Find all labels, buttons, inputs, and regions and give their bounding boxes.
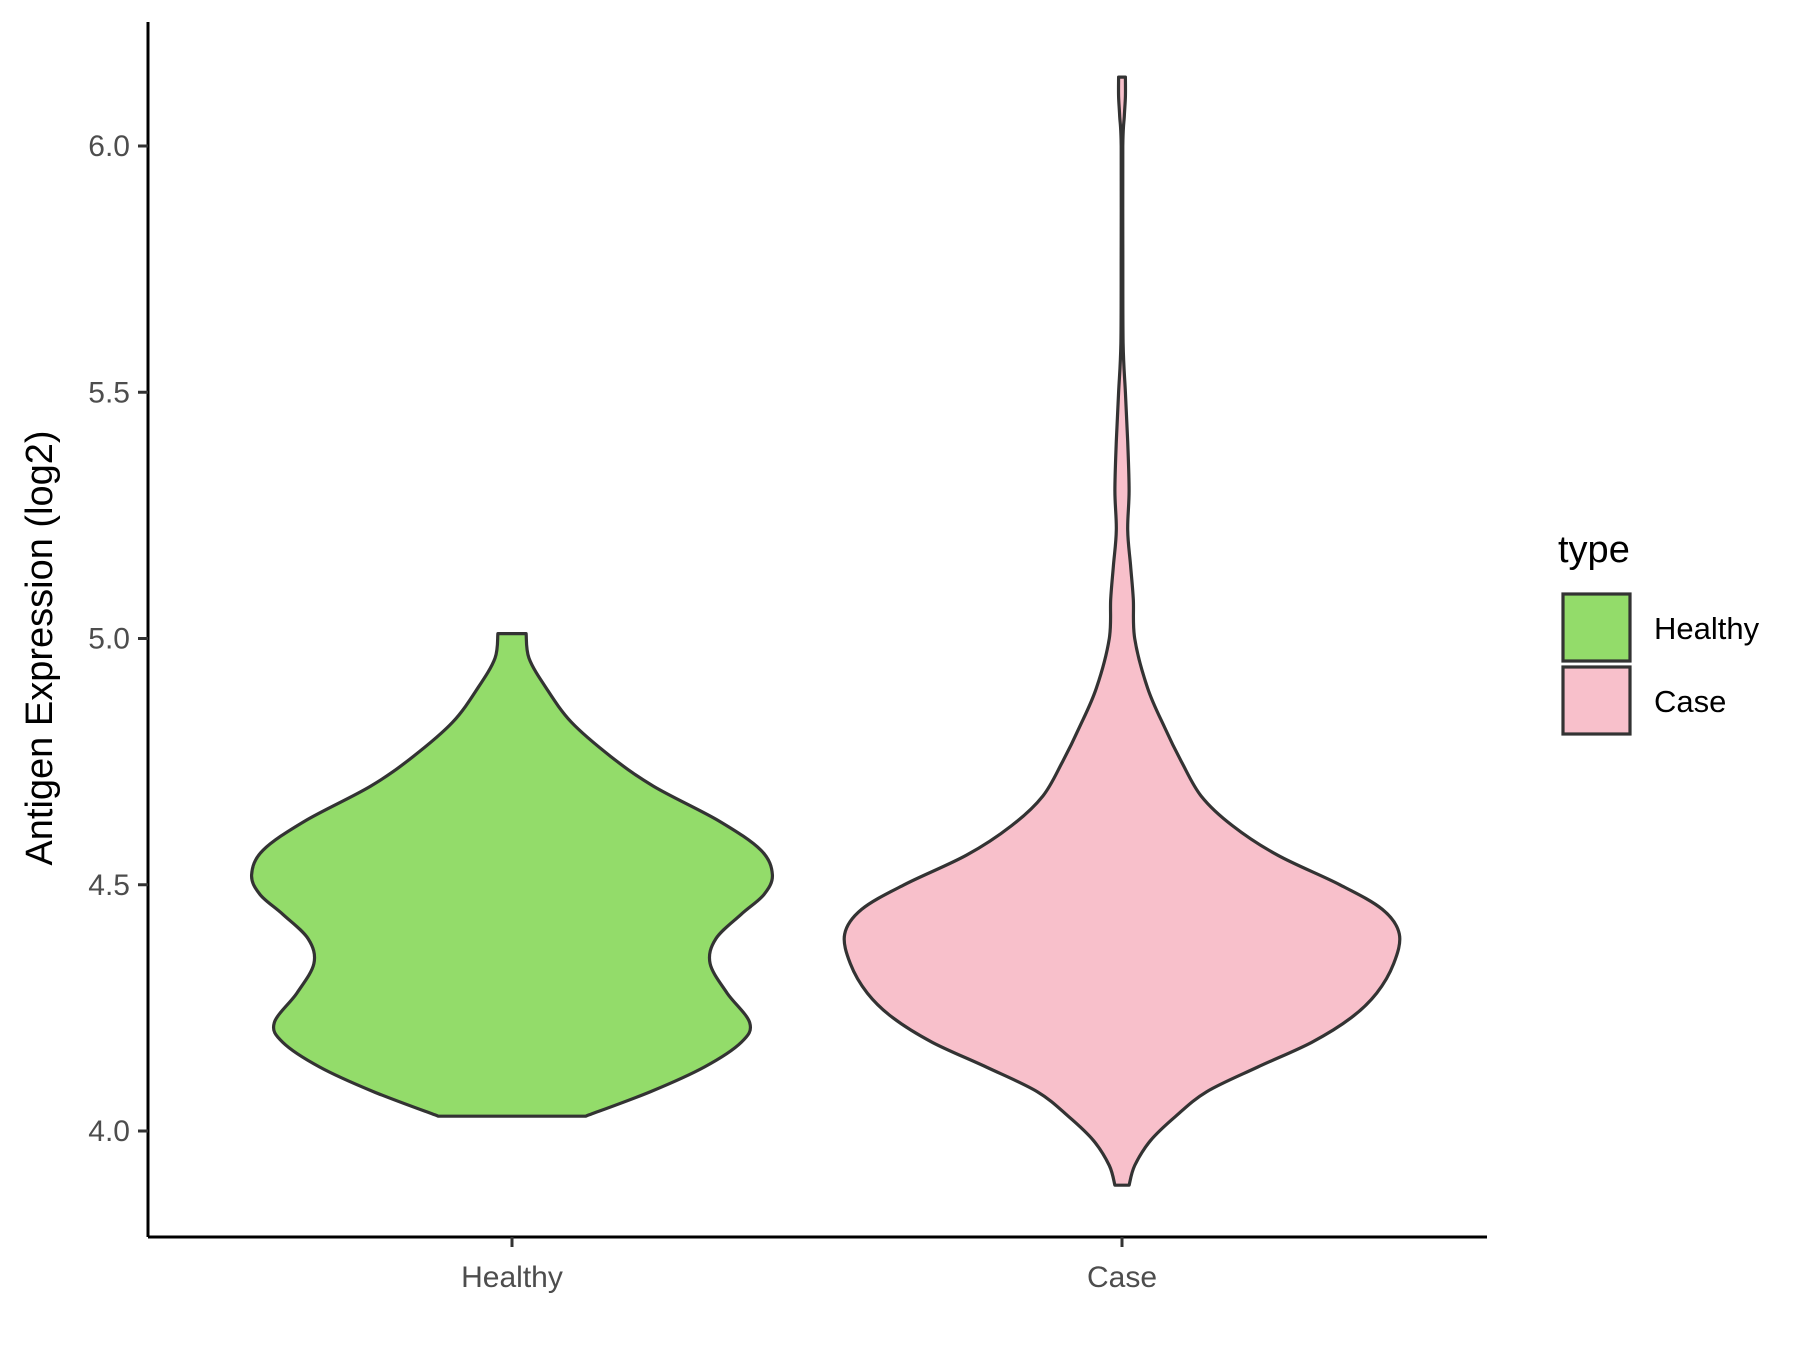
legend-label-case: Case (1654, 684, 1726, 719)
x-tick-label: Case (1087, 1261, 1157, 1294)
y-tick-label: 4.0 (88, 1115, 130, 1148)
violins-layer (249, 75, 1402, 1187)
y-tick-label: 5.5 (88, 376, 130, 409)
y-tick-label: 6.0 (88, 130, 130, 163)
axes-layer (146, 22, 1487, 1239)
y-tick-label: 5.0 (88, 623, 130, 656)
legend-key-healthy (1561, 592, 1632, 663)
legend: type Healthy Case (1558, 529, 1760, 736)
y-tick-label: 4.5 (88, 869, 130, 902)
legend-label-healthy: Healthy (1654, 611, 1760, 646)
y-axis-title: Antigen Expression (log2) (19, 430, 61, 865)
violin-case (842, 75, 1402, 1187)
x-tick-label: Healthy (461, 1261, 563, 1294)
legend-title: type (1558, 529, 1630, 571)
legend-key-case (1561, 665, 1632, 736)
violin-healthy (249, 632, 775, 1118)
y-ticks: 4.0 4.5 5.0 5.5 6.0 (88, 130, 148, 1148)
x-ticks: Healthy Case (461, 1237, 1157, 1294)
